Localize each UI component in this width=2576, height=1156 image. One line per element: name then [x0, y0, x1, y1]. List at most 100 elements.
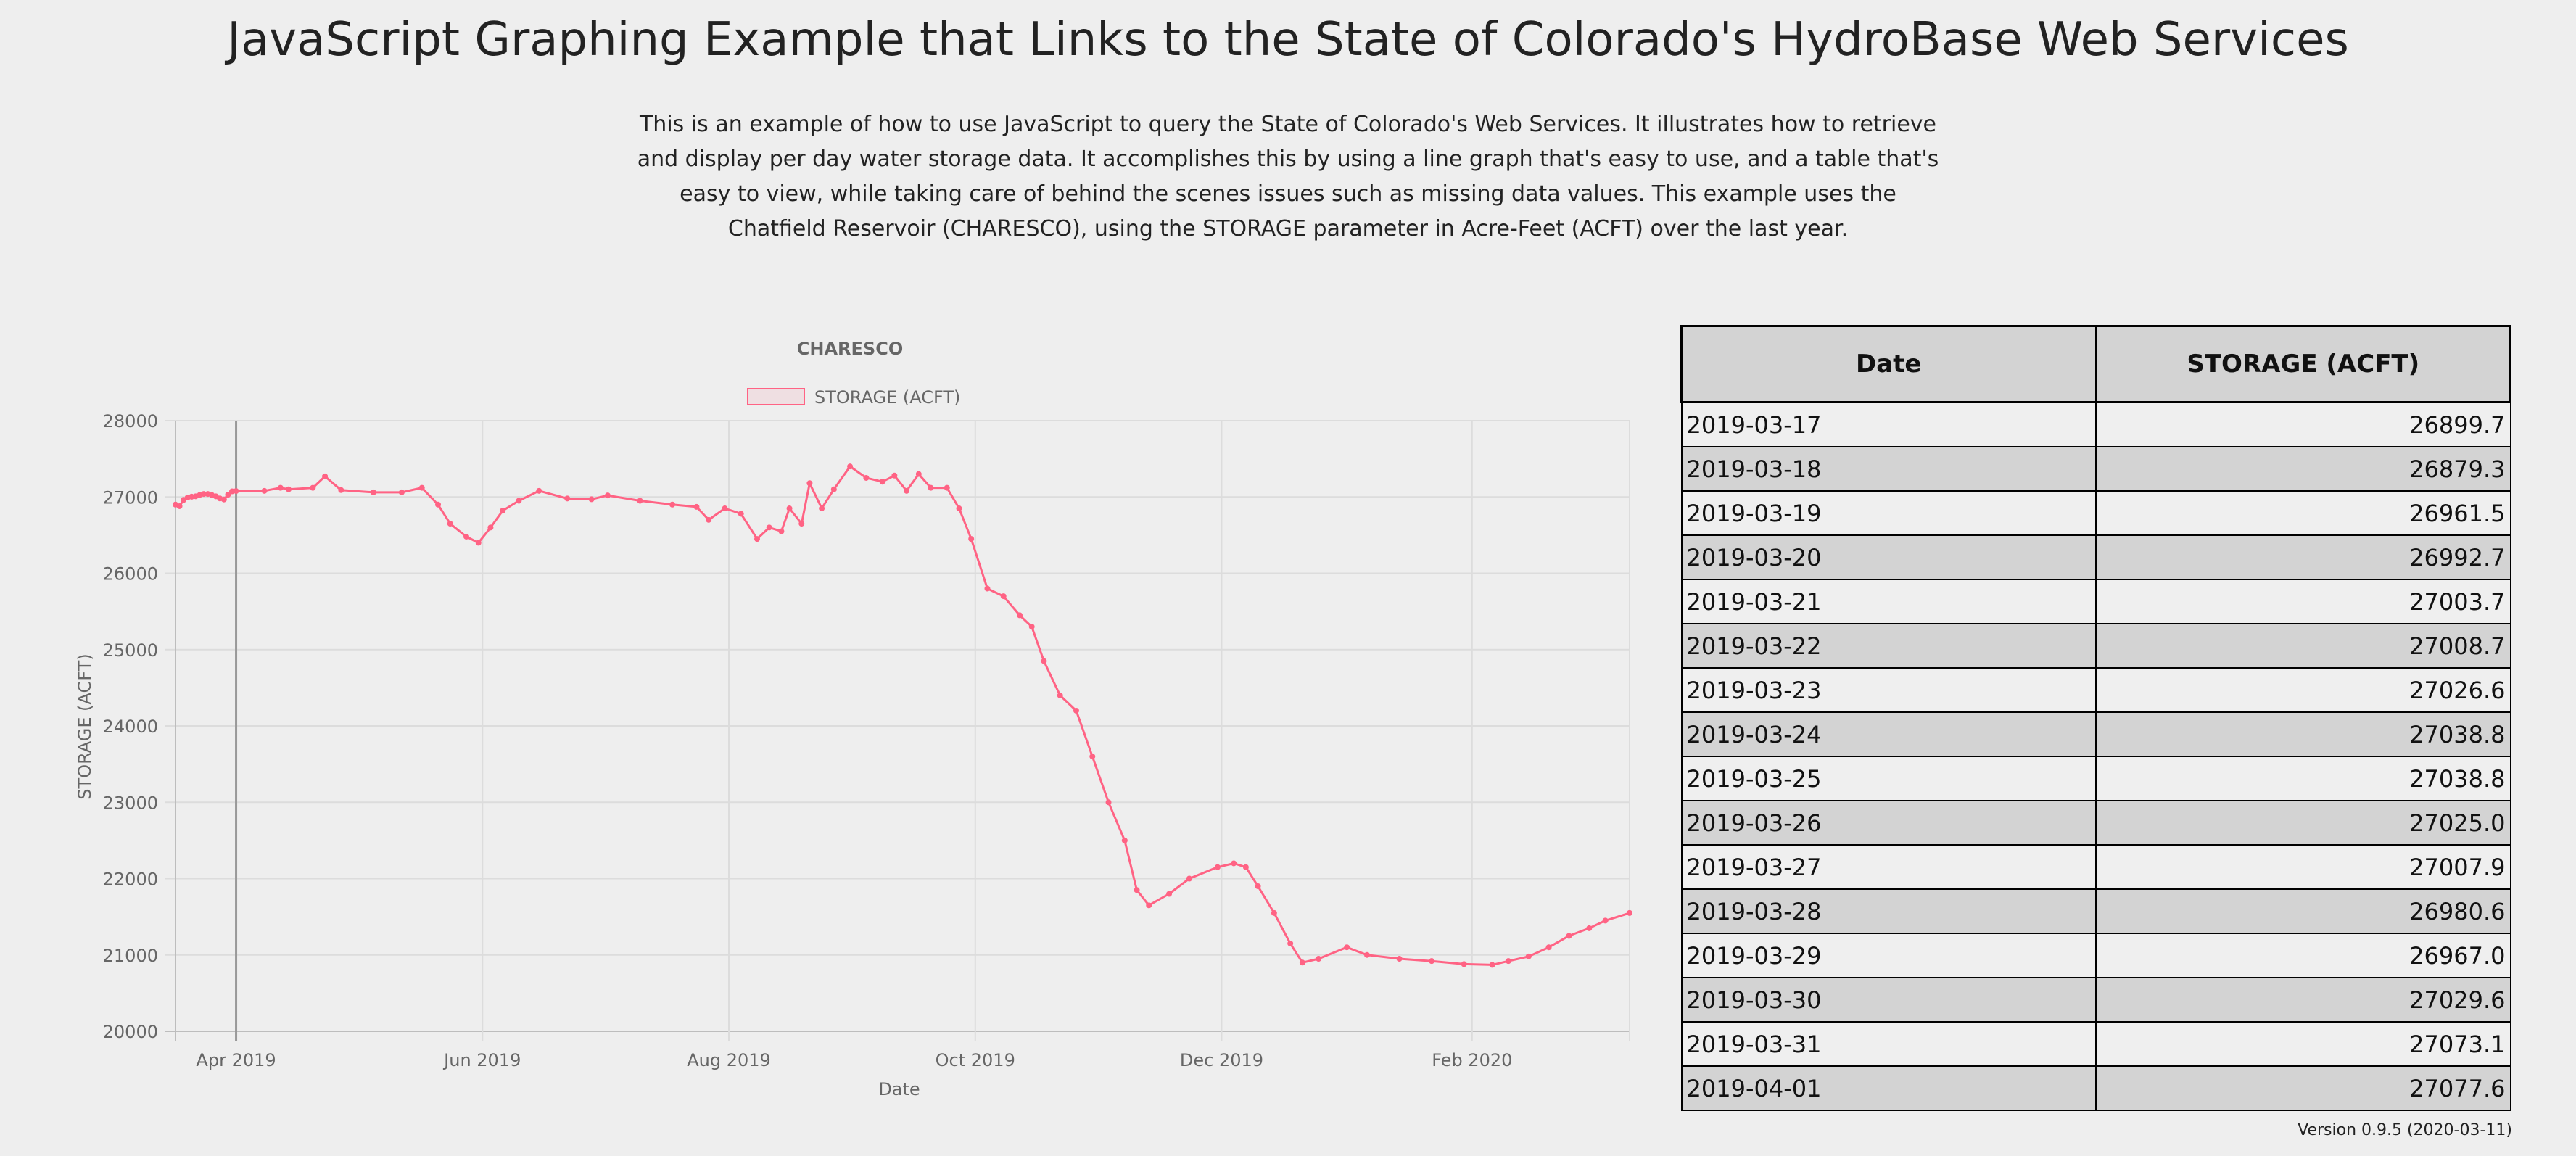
- data-point[interactable]: [285, 486, 292, 492]
- data-point[interactable]: [1566, 933, 1572, 939]
- data-point[interactable]: [418, 484, 425, 491]
- data-point[interactable]: [1121, 837, 1128, 843]
- data-point[interactable]: [944, 484, 950, 491]
- data-point[interactable]: [1000, 593, 1007, 600]
- data-point[interactable]: [706, 516, 712, 523]
- data-point[interactable]: [1525, 953, 1532, 959]
- data-point[interactable]: [879, 479, 886, 485]
- data-point[interactable]: [1461, 961, 1467, 967]
- table-row: 2019-03-28 26980.6: [1680, 888, 2511, 934]
- data-point[interactable]: [176, 503, 183, 509]
- data-point[interactable]: [310, 484, 316, 491]
- data-point[interactable]: [766, 524, 772, 531]
- data-point[interactable]: [1242, 864, 1249, 870]
- data-point[interactable]: [669, 501, 676, 508]
- data-point[interactable]: [1316, 956, 1322, 962]
- data-point[interactable]: [1186, 875, 1192, 882]
- data-point[interactable]: [778, 528, 785, 534]
- data-point[interactable]: [1028, 624, 1035, 630]
- data-point[interactable]: [1073, 707, 1079, 714]
- data-point[interactable]: [891, 472, 898, 479]
- data-point[interactable]: [984, 585, 991, 592]
- data-point[interactable]: [738, 511, 744, 517]
- data-point[interactable]: [277, 484, 284, 491]
- data-point[interactable]: [1017, 612, 1023, 619]
- data-point[interactable]: [863, 474, 870, 481]
- data-point[interactable]: [398, 489, 405, 495]
- table-header-row: Date STORAGE (ACFT): [1680, 325, 2511, 403]
- data-point[interactable]: [1586, 925, 1593, 931]
- data-point[interactable]: [536, 487, 542, 494]
- data-point[interactable]: [1299, 959, 1305, 966]
- data-point[interactable]: [637, 498, 643, 504]
- data-point[interactable]: [956, 505, 962, 512]
- data-point[interactable]: [915, 471, 922, 477]
- data-point[interactable]: [1344, 944, 1350, 951]
- x-tick-label: Feb 2020: [1432, 1050, 1512, 1070]
- data-point[interactable]: [693, 503, 700, 510]
- data-point[interactable]: [1214, 864, 1221, 870]
- data-point[interactable]: [786, 505, 793, 512]
- data-table-container[interactable]: Date STORAGE (ACFT) 2019-03-17 26899.7 201…: [1680, 325, 2511, 1111]
- data-point[interactable]: [968, 536, 975, 542]
- data-point[interactable]: [1363, 951, 1370, 958]
- chart-title: CHARESCO: [797, 339, 903, 359]
- data-point[interactable]: [830, 486, 837, 492]
- data-point[interactable]: [487, 524, 494, 531]
- data-point[interactable]: [1057, 692, 1063, 698]
- data-point[interactable]: [475, 540, 482, 546]
- storage-data-table: Date STORAGE (ACFT) 2019-03-17 26899.7 201…: [1680, 325, 2511, 1111]
- data-point[interactable]: [1166, 891, 1173, 897]
- data-point[interactable]: [1255, 883, 1261, 890]
- legend-swatch[interactable]: [747, 388, 805, 405]
- data-point[interactable]: [1627, 909, 1632, 916]
- legend-label: STORAGE (ACFT): [814, 387, 960, 408]
- data-point[interactable]: [220, 496, 227, 503]
- data-point[interactable]: [847, 463, 854, 470]
- data-point[interactable]: [1396, 956, 1403, 962]
- data-point[interactable]: [604, 492, 611, 499]
- data-point[interactable]: [1489, 962, 1495, 968]
- data-point[interactable]: [1429, 958, 1435, 965]
- data-point[interactable]: [500, 508, 506, 514]
- data-point[interactable]: [588, 496, 595, 503]
- data-point[interactable]: [904, 487, 910, 494]
- data-point[interactable]: [1105, 799, 1112, 806]
- storage-value-cell: 27029.6: [2095, 977, 2511, 1023]
- data-point[interactable]: [1271, 909, 1277, 916]
- data-point[interactable]: [1287, 940, 1294, 946]
- date-column-header[interactable]: Date: [1680, 325, 2097, 403]
- data-point[interactable]: [1505, 958, 1511, 965]
- data-point[interactable]: [1041, 658, 1047, 664]
- date-cell: 2019-03-25: [1680, 756, 2097, 801]
- date-cell: 2019-03-28: [1680, 888, 2097, 934]
- data-point[interactable]: [722, 505, 728, 512]
- data-point[interactable]: [564, 495, 571, 502]
- data-point[interactable]: [1231, 860, 1237, 867]
- data-point[interactable]: [1146, 902, 1152, 909]
- data-point[interactable]: [435, 501, 442, 508]
- table-row: 2019-03-31 27073.1: [1680, 1021, 2511, 1067]
- data-point[interactable]: [1602, 917, 1609, 924]
- table-row: 2019-03-18 26879.3: [1680, 446, 2511, 492]
- data-point[interactable]: [370, 489, 376, 495]
- storage-column-header[interactable]: STORAGE (ACFT): [2094, 325, 2511, 403]
- data-point[interactable]: [516, 498, 522, 504]
- data-point[interactable]: [798, 521, 805, 527]
- data-point[interactable]: [322, 473, 329, 479]
- data-point[interactable]: [754, 536, 760, 542]
- data-point[interactable]: [338, 487, 344, 493]
- data-point[interactable]: [225, 492, 231, 498]
- date-cell: 2019-03-23: [1680, 667, 2097, 713]
- data-point[interactable]: [261, 487, 268, 494]
- data-point[interactable]: [819, 505, 825, 512]
- data-point[interactable]: [233, 488, 239, 495]
- data-point[interactable]: [1545, 944, 1552, 951]
- data-point[interactable]: [1134, 887, 1140, 893]
- data-point[interactable]: [447, 521, 453, 527]
- data-point[interactable]: [1089, 754, 1096, 760]
- storage-line-chart[interactable]: 20000 21000 22000 23000 24000 25000 26000 27000…: [0, 319, 1654, 1139]
- data-point[interactable]: [463, 533, 469, 540]
- data-point[interactable]: [806, 480, 813, 487]
- data-point[interactable]: [928, 484, 934, 491]
